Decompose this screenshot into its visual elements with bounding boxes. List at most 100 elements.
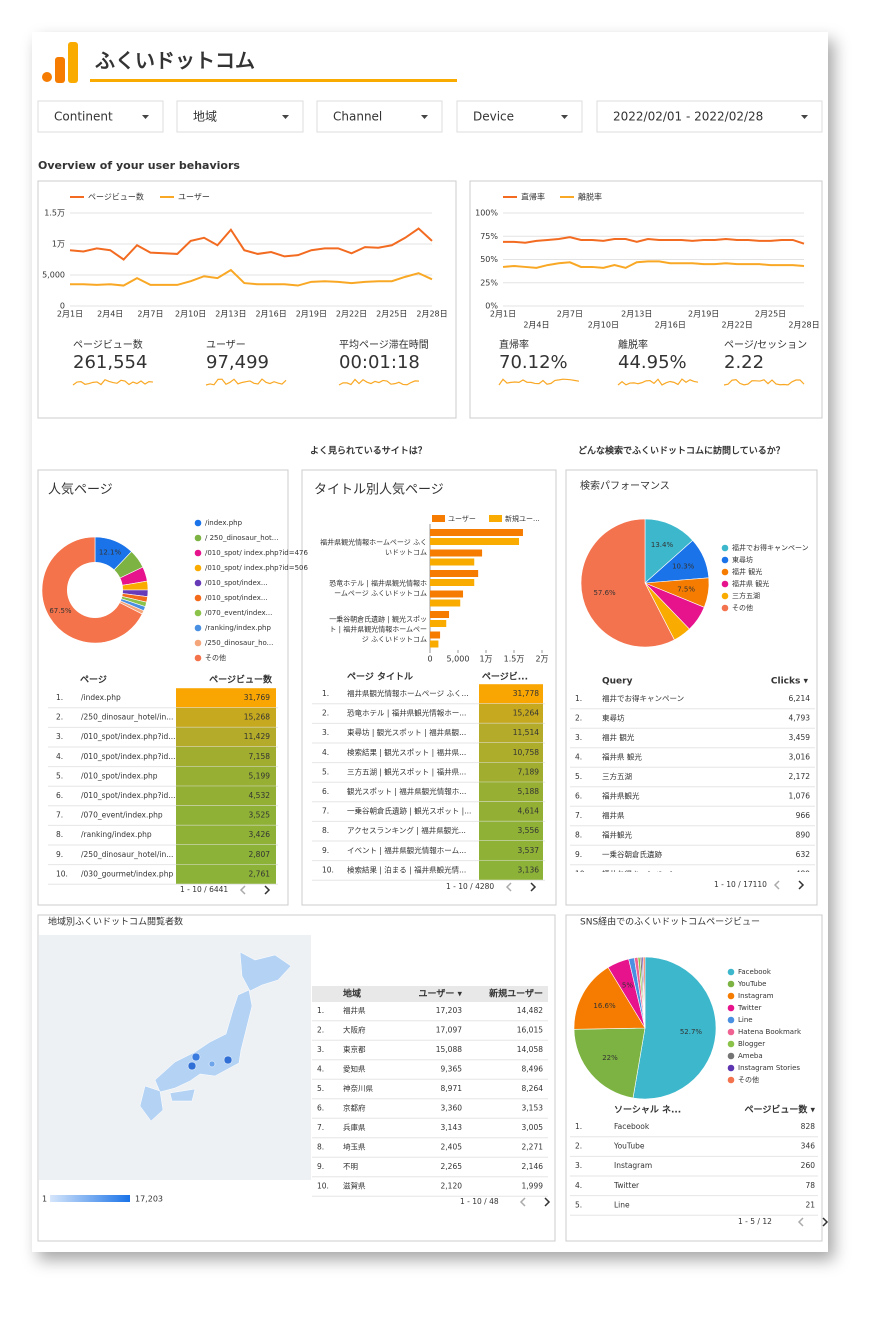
bar — [430, 590, 464, 598]
x-tick-label: 2月22日 — [721, 321, 752, 330]
prev-page[interactable] — [505, 882, 512, 892]
table-cell: /250_dinosaur_hotel/in... — [81, 713, 173, 722]
next-page[interactable] — [530, 882, 537, 892]
heat-cell — [176, 864, 276, 885]
table-cell: 6. — [575, 792, 582, 801]
table-cell: 3,143 — [441, 1123, 463, 1132]
heat-cell — [176, 707, 276, 728]
table-cell: 5. — [575, 1200, 582, 1209]
slice-label: 67.5% — [49, 607, 72, 615]
prev-page[interactable] — [519, 1197, 526, 1207]
panel-title: タイトル別人気ページ — [314, 482, 444, 498]
x-tick-label: 2月28日 — [788, 321, 819, 330]
filter-dropdown[interactable] — [596, 100, 823, 133]
table-cell: 滋賀県 — [343, 1181, 366, 1191]
dropdown-arrow[interactable] — [282, 115, 289, 119]
next-page[interactable] — [798, 880, 805, 890]
filter-dropdown[interactable] — [37, 100, 164, 133]
table-cell: 2. — [575, 714, 582, 723]
legend-dot — [727, 1064, 735, 1072]
pie-slice — [573, 966, 646, 1030]
table-cell: 3. — [322, 728, 329, 737]
legend-dot — [194, 519, 202, 527]
table-cell: 8. — [322, 826, 329, 835]
x-tick-label: 2月10日 — [175, 310, 206, 319]
table-cell: 828 — [801, 1122, 816, 1131]
table-cell: 観光スポット | 福井県観光情報ホ... — [347, 786, 466, 796]
legend-dot — [727, 1052, 735, 1060]
table-cell: 5,188 — [518, 787, 540, 796]
legend-label: /ranking/index.php — [205, 624, 271, 632]
dropdown-arrow[interactable] — [421, 115, 428, 119]
x-tick-label: 2月19日 — [296, 310, 327, 319]
table-cell: 966 — [796, 811, 811, 820]
pie-slice — [580, 518, 675, 648]
prev-page[interactable] — [773, 880, 780, 890]
table-header-bg — [312, 986, 548, 1002]
table-cell: 8,264 — [522, 1084, 544, 1093]
legend-label: / 250_dinosaur_hot... — [205, 534, 278, 542]
table-cell: 福井観光 — [602, 830, 632, 840]
legend-dot — [721, 568, 729, 576]
table-cell: 6. — [322, 787, 329, 796]
next-page[interactable] — [544, 1197, 551, 1207]
bar — [430, 631, 441, 639]
panel-title: 検索パフォーマンス — [580, 479, 670, 492]
table-cell: 4. — [575, 1181, 582, 1190]
legend-dot — [194, 549, 202, 557]
table-cell: 三方五湖 — [602, 771, 632, 781]
table-cell: 8. — [575, 831, 582, 840]
filter-label: 2022/02/01 - 2022/02/28 — [613, 110, 763, 124]
table-cell: 5. — [56, 771, 63, 780]
dropdown-arrow[interactable] — [561, 115, 568, 119]
prev-page[interactable] — [797, 1217, 804, 1227]
legend-label: /010_spot/ index.php?id=476 — [205, 549, 308, 557]
pagination-label: 1 - 5 / 12 — [738, 1217, 772, 1226]
table-cell: アクセスランキング | 福井県観光... — [347, 825, 466, 835]
sparkline — [617, 378, 699, 386]
table-cell: 6. — [317, 1104, 324, 1113]
table-cell: 8,971 — [441, 1084, 463, 1093]
table-cell: 2,172 — [789, 772, 811, 781]
japan-map — [139, 951, 292, 1122]
table-cell: /030_gourmet/index.php — [81, 869, 173, 878]
table-cell: 7. — [575, 811, 582, 820]
series-line — [69, 227, 433, 261]
scorecard-label: ユーザー — [206, 339, 246, 351]
scorecard-value: 00:01:18 — [339, 352, 420, 373]
table-cell: 4. — [322, 748, 329, 757]
color-legend — [50, 1195, 130, 1202]
sparkline — [205, 378, 287, 386]
next-page[interactable] — [264, 885, 271, 895]
pie-slice — [573, 1027, 646, 1099]
table-cell: 4. — [317, 1065, 324, 1074]
y-tick-label: 1.5万 — [44, 209, 65, 218]
table-cell: 31,769 — [244, 693, 270, 702]
table-cell: 7. — [56, 811, 63, 820]
scorecard-label: 離脱率 — [618, 338, 648, 351]
legend-label: /index.php — [205, 519, 243, 527]
table-cell: /010_spot/index.php?id... — [81, 732, 175, 741]
slice-label: 10.3% — [672, 563, 695, 571]
dropdown-arrow[interactable] — [801, 115, 808, 119]
table-cell: 3,360 — [441, 1104, 463, 1113]
table-cell: Facebook — [614, 1122, 650, 1131]
filter-dropdown[interactable] — [176, 100, 304, 133]
heat-cell — [479, 762, 543, 783]
legend-swatch — [432, 515, 445, 522]
section-title: どんな検索でふくいドットコムに訪問しているか？ — [578, 445, 785, 457]
slice-label: 52.7% — [680, 1028, 703, 1036]
table-cell: 3. — [56, 732, 63, 741]
logo — [42, 42, 78, 83]
filter-dropdown[interactable] — [456, 100, 583, 133]
slice-label: 7.5% — [677, 585, 695, 593]
prev-page[interactable] — [239, 885, 246, 895]
legend-dot — [194, 624, 202, 632]
table-cell: 890 — [796, 831, 811, 840]
next-page[interactable] — [822, 1217, 829, 1227]
filter-dropdown[interactable] — [316, 100, 443, 133]
table-cell: 17,203 — [436, 1006, 462, 1015]
dropdown-arrow[interactable] — [142, 115, 149, 119]
table-cell: 5. — [322, 767, 329, 776]
table-cell: 1. — [575, 694, 582, 703]
